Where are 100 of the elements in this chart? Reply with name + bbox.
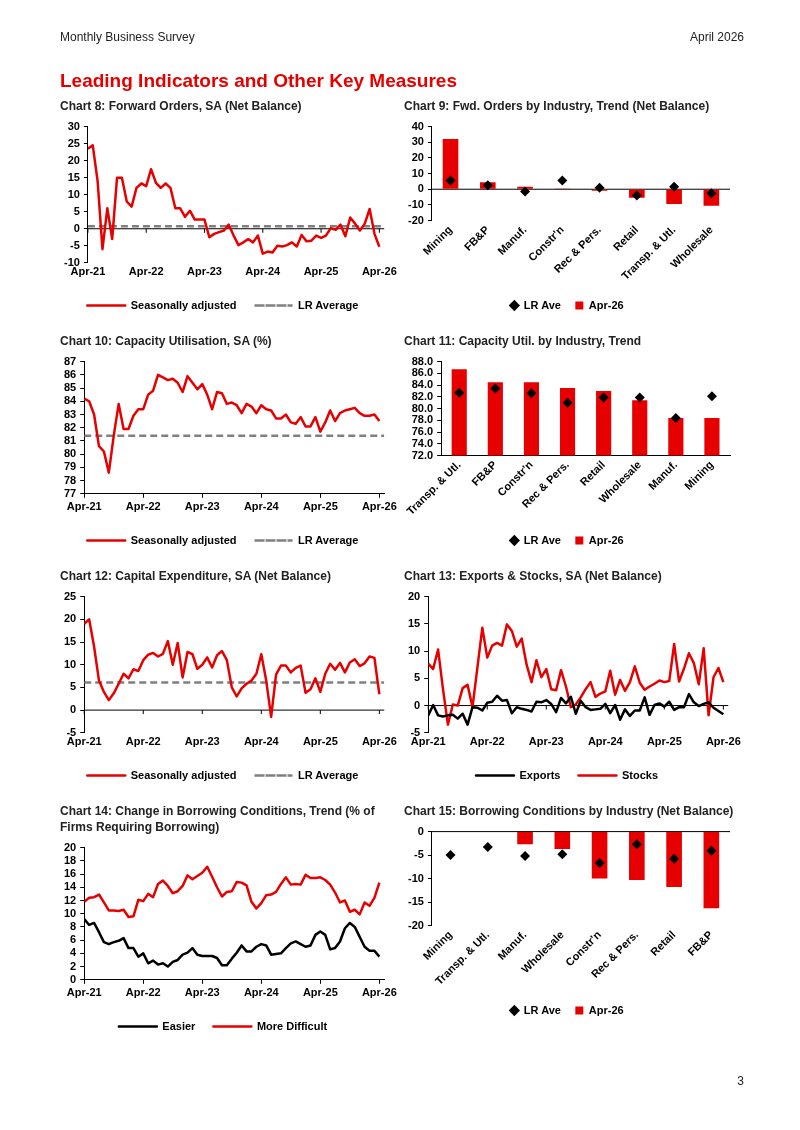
y-tick-label: 86.0	[411, 366, 434, 379]
y-tick-label: 8	[70, 919, 77, 932]
x-tick-label: Apr-24	[243, 735, 280, 748]
y-tick-label: -10	[407, 871, 424, 884]
point	[598, 392, 609, 403]
chart-title: Chart 15: Borrowing Conditions by Industry (Net Balance)	[404, 803, 734, 819]
x-tick-label: Apr-21	[70, 265, 106, 278]
point	[445, 175, 456, 186]
bar	[442, 139, 459, 189]
x-tick-label: Apr-26	[361, 500, 397, 513]
legend-label: Apr-26	[588, 533, 624, 546]
y-tick-label: 74.0	[411, 436, 434, 449]
text: Leading Indicators and Other Key Measures	[60, 70, 458, 92]
y-tick-label: 15	[407, 616, 421, 629]
y-tick-label: 14	[63, 880, 78, 893]
x-tick-label: Apr-21	[66, 986, 102, 999]
y-tick-label: -20	[407, 213, 424, 226]
y-tick-label: -5	[414, 848, 424, 861]
y-tick-label: 18	[63, 853, 77, 866]
y-tick-label: -5	[66, 725, 77, 738]
x-tick-label: Apr-26	[361, 735, 397, 748]
y-tick-label: 16	[63, 867, 77, 880]
y-tick-label: 20	[67, 153, 80, 166]
chart-title: Chart 12: Capital Expenditure, SA (Net Balance)	[60, 568, 332, 584]
x-tick-label: Apr-21	[66, 500, 102, 513]
x-tick-label: Apr-24	[243, 986, 280, 999]
legend-label: Seasonally adjusted	[130, 768, 237, 781]
legend-label: Apr-26	[588, 1003, 624, 1016]
y-tick-label: 5	[414, 671, 421, 684]
y-tick-label: 79	[63, 460, 77, 473]
legend-label: LR Ave	[523, 298, 561, 311]
y-tick-label: 4	[70, 946, 78, 959]
point	[669, 181, 680, 192]
point	[669, 853, 680, 864]
y-tick-label: 25	[63, 589, 77, 602]
chart-title: Chart 10: Capacity Utilisation, SA (%)	[60, 333, 273, 349]
point	[557, 849, 568, 860]
x-tick-label: Apr-23	[184, 735, 220, 748]
y-tick-label: 0	[417, 824, 424, 837]
y-tick-label: 10	[411, 166, 424, 179]
x-tick-label: Apr-23	[528, 735, 564, 748]
point	[454, 387, 465, 398]
y-tick-label: 81	[63, 433, 77, 446]
x-tick-label: Apr-24	[587, 735, 624, 748]
y-tick-label: 6	[70, 933, 77, 946]
legend-label: Seasonally adjusted	[130, 298, 237, 311]
y-tick-label: 0	[417, 182, 424, 195]
x-tick-label: Apr-22	[128, 265, 164, 278]
y-tick-label: 78	[63, 473, 77, 486]
text: 3	[737, 1074, 744, 1088]
legend-label: Seasonally adjusted	[130, 533, 237, 546]
y-tick-label: 82	[63, 420, 77, 433]
y-tick-label: 10	[63, 906, 77, 919]
legend-label: Easier	[162, 1019, 197, 1032]
legend-label: Exports	[519, 768, 561, 781]
x-tick-label: Apr-25	[302, 500, 338, 513]
x-tick-label: Apr-22	[125, 500, 161, 513]
y-tick-label: 0	[70, 972, 77, 985]
y-tick-label: 25	[67, 136, 80, 149]
point	[631, 839, 642, 850]
point	[562, 397, 573, 408]
y-tick-label: 0	[70, 703, 77, 716]
y-tick-label: 5	[70, 680, 77, 693]
y-tick-label: 20	[63, 612, 77, 625]
legend-label: LR Average	[298, 533, 359, 546]
x-tick-label: Apr-26	[361, 986, 397, 999]
chart-title: Chart 13: Exports & Stocks, SA (Net Balance)	[404, 568, 663, 584]
point	[670, 412, 681, 423]
point	[634, 392, 645, 403]
point	[557, 175, 568, 186]
point	[490, 383, 501, 394]
y-tick-label: -15	[407, 895, 424, 908]
point	[594, 182, 605, 193]
y-tick-label: 15	[63, 635, 77, 648]
y-tick-label: 20	[407, 589, 421, 602]
y-tick-label: 40	[411, 119, 424, 132]
x-tick-label: Apr-25	[646, 735, 682, 748]
point	[594, 858, 605, 869]
point	[520, 186, 531, 197]
text: April 2026	[689, 30, 744, 44]
y-tick-label: 10	[407, 644, 421, 657]
legend-label: LR Ave	[523, 533, 561, 546]
y-tick-label: 0	[414, 698, 421, 711]
point	[520, 851, 531, 862]
y-tick-label: 84.0	[411, 378, 434, 391]
y-tick-label: 20	[411, 150, 424, 163]
legend-label: More Difficult	[256, 1019, 328, 1032]
chart-title: Chart 9: Fwd. Orders by Industry, Trend (Net Balance)	[404, 98, 711, 114]
y-tick-label: 10	[67, 187, 80, 200]
text: Monthly Business Survey	[60, 30, 195, 44]
chart-title: Chart 14: Change in Borrowing Conditions, Trend (% of Firms Requiring Borrowing)	[60, 803, 376, 835]
y-tick-label: 5	[73, 204, 80, 217]
y-tick-label: -10	[407, 197, 424, 210]
y-tick-label: 87	[63, 354, 77, 367]
y-tick-label: 76.0	[411, 425, 434, 438]
y-tick-label: 85	[63, 381, 77, 394]
y-tick-label: 83	[63, 407, 77, 420]
y-tick-label: -5	[70, 238, 80, 251]
point	[706, 391, 717, 402]
x-tick-label: Apr-22	[469, 735, 505, 748]
